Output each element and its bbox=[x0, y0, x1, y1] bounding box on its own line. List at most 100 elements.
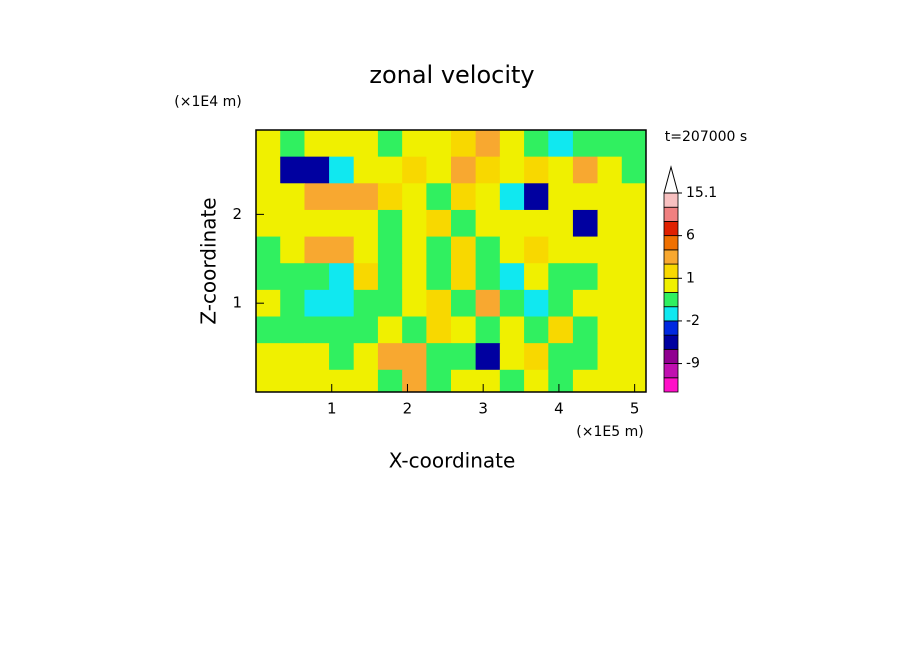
contour-cell bbox=[353, 156, 379, 184]
contour-cell bbox=[256, 316, 281, 344]
contour-cell bbox=[304, 130, 330, 158]
contour-cell bbox=[621, 209, 647, 238]
contour-cell bbox=[304, 156, 330, 184]
contour-cell bbox=[329, 263, 355, 291]
contour-cell bbox=[548, 130, 574, 158]
contour-cell bbox=[304, 316, 330, 344]
contour-cell bbox=[572, 316, 599, 344]
contour-cell bbox=[597, 183, 623, 211]
x-tick-label: 3 bbox=[478, 400, 488, 418]
contour-cell bbox=[572, 369, 599, 393]
contour-cell bbox=[597, 156, 623, 184]
contour-cell bbox=[329, 289, 355, 318]
contour-cell bbox=[280, 130, 305, 158]
contour-cell bbox=[304, 263, 330, 291]
contour-cell bbox=[329, 209, 355, 238]
contour-cell bbox=[256, 236, 281, 264]
contour-cell bbox=[402, 156, 427, 184]
colorbar-label: 15.1 bbox=[686, 185, 717, 201]
contour-cell bbox=[475, 156, 501, 184]
contour-cell bbox=[499, 263, 525, 291]
contour-cell bbox=[621, 156, 647, 184]
colorbar-swatch bbox=[663, 277, 679, 293]
contour-cell bbox=[329, 130, 355, 158]
contour-cell bbox=[524, 130, 549, 158]
contour-cell bbox=[524, 343, 549, 371]
contour-cell bbox=[377, 263, 403, 291]
contour-cell bbox=[572, 183, 599, 211]
contour-cell bbox=[402, 263, 427, 291]
time-label: t=207000 s bbox=[665, 129, 747, 145]
colorbar-swatch bbox=[663, 363, 679, 379]
x-tick-label: 1 bbox=[327, 400, 337, 418]
colorbar-swatch bbox=[663, 192, 679, 208]
contour-cell bbox=[377, 316, 403, 344]
x-tick-label: 2 bbox=[403, 400, 413, 418]
contour-cell bbox=[548, 289, 574, 318]
contour-cell bbox=[499, 130, 525, 158]
contour-cell bbox=[499, 289, 525, 318]
colorbar-swatch bbox=[663, 292, 679, 308]
contour-cell bbox=[377, 130, 403, 158]
contour-cell bbox=[256, 156, 281, 184]
contour-cell bbox=[426, 289, 452, 318]
contour-cell bbox=[475, 130, 501, 158]
contour-cell bbox=[524, 263, 549, 291]
contour-cell bbox=[402, 130, 427, 158]
contour-cell bbox=[280, 263, 305, 291]
contour-cell bbox=[451, 289, 477, 318]
contour-cell bbox=[621, 343, 647, 371]
contour-cell bbox=[353, 209, 379, 238]
contour-cell bbox=[280, 369, 305, 393]
colorbar-arrow bbox=[663, 165, 679, 194]
y-tick-label: 1 bbox=[232, 294, 242, 312]
contour-cell bbox=[377, 236, 403, 264]
contour-cell bbox=[280, 289, 305, 318]
y-tick-label: 2 bbox=[232, 205, 242, 223]
contour-cell bbox=[548, 156, 574, 184]
contour-cell bbox=[256, 343, 281, 371]
contour-cell bbox=[597, 263, 623, 291]
contour-cell bbox=[621, 316, 647, 344]
x-unit: (×1E5 m) bbox=[576, 424, 643, 440]
contour-cell bbox=[572, 343, 599, 371]
contour-cell bbox=[329, 316, 355, 344]
contour-cell bbox=[451, 209, 477, 238]
contour-cell bbox=[621, 289, 647, 318]
contour-cell bbox=[377, 209, 403, 238]
contour-cell bbox=[377, 343, 403, 371]
x-tick-label: 4 bbox=[554, 400, 564, 418]
contour-cell bbox=[256, 183, 281, 211]
contour-cell bbox=[548, 183, 574, 211]
contour-cell bbox=[451, 263, 477, 291]
colorbar-swatch bbox=[663, 235, 679, 251]
contour-cell bbox=[621, 183, 647, 211]
contour-cell bbox=[280, 236, 305, 264]
contour-cell bbox=[426, 263, 452, 291]
contour-cell bbox=[353, 289, 379, 318]
contour-cell bbox=[475, 209, 501, 238]
contour-cell bbox=[548, 343, 574, 371]
contour-cell bbox=[256, 130, 281, 158]
contour-cell bbox=[256, 263, 281, 291]
contour-cell bbox=[524, 369, 549, 393]
contour-cell bbox=[256, 369, 281, 393]
contour-cell bbox=[329, 236, 355, 264]
contour-cell bbox=[402, 183, 427, 211]
contour-cell bbox=[548, 369, 574, 393]
contour-cell bbox=[451, 183, 477, 211]
contour-cell bbox=[426, 236, 452, 264]
colorbar-swatch bbox=[663, 249, 679, 265]
colorbar-swatch bbox=[663, 263, 679, 279]
colorbar-label: -2 bbox=[686, 313, 700, 329]
contour-cell bbox=[572, 289, 599, 318]
colorbar-swatch bbox=[663, 306, 679, 322]
contour-cell bbox=[597, 130, 623, 158]
contour-cell bbox=[572, 156, 599, 184]
contour-cell bbox=[524, 236, 549, 264]
x-axis-label: X-coordinate bbox=[389, 449, 516, 473]
contour-cell bbox=[426, 209, 452, 238]
colorbar-label: 1 bbox=[686, 270, 695, 286]
contour-cell bbox=[304, 369, 330, 393]
contour-cell bbox=[524, 156, 549, 184]
